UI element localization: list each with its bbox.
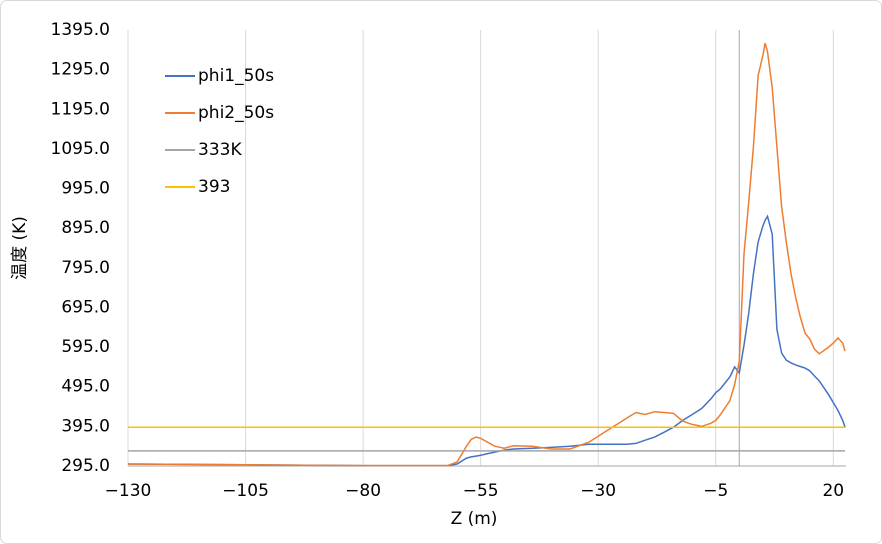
y-tick-label: 1395.0: [51, 20, 110, 40]
y-tick-label: 1295.0: [51, 60, 110, 80]
x-tick-label: −30: [580, 481, 616, 501]
y-tick-label: 1095.0: [51, 139, 110, 159]
y-tick-label: 895.0: [61, 218, 110, 238]
y-tick-label: 995.0: [61, 179, 110, 199]
y-tick-label: 295.0: [61, 456, 110, 476]
x-tick-label: −80: [345, 481, 381, 501]
y-axis-label: 温度 (K): [10, 216, 30, 280]
y-tick-label: 1195.0: [51, 99, 110, 119]
x-tick-label: −105: [222, 481, 269, 501]
x-tick-label: −130: [105, 481, 152, 501]
data-line: [127, 42, 846, 467]
data-line: [127, 214, 846, 467]
legend-label: phi1_50s: [198, 66, 274, 86]
y-tick-label: 695.0: [61, 297, 110, 317]
x-tick-label: 20: [822, 481, 844, 501]
y-tick-label: 795.0: [61, 258, 110, 278]
legend-label: 333K: [198, 140, 242, 160]
legend-label: phi2_50s: [198, 103, 274, 123]
x-axis-label: Z (m): [451, 509, 498, 529]
y-tick-label: 595.0: [61, 337, 110, 357]
x-tick-label: −5: [703, 481, 728, 501]
legend-label: 393: [198, 177, 230, 197]
x-tick-label: −55: [463, 481, 499, 501]
y-tick-label: 395.0: [61, 416, 110, 436]
y-tick-label: 495.0: [61, 377, 110, 397]
